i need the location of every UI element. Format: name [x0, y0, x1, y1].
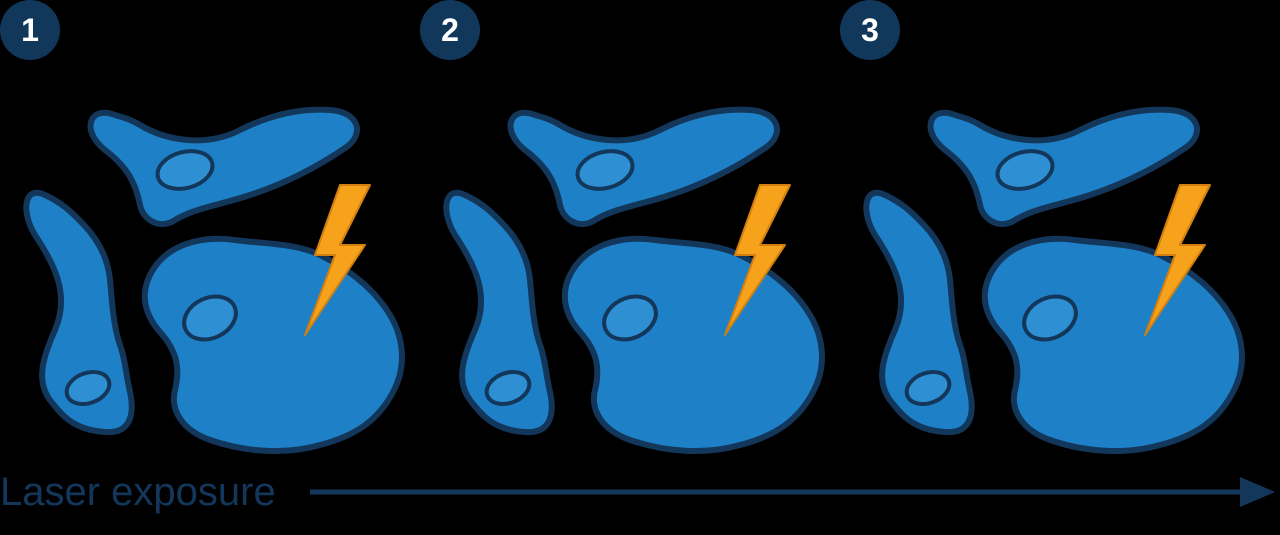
panel-badge-label-1: 1	[21, 12, 39, 48]
panel-badge-label-3: 3	[861, 12, 879, 48]
panel-badge-label-2: 2	[441, 12, 459, 48]
caption-label: Laser exposure	[0, 470, 276, 514]
